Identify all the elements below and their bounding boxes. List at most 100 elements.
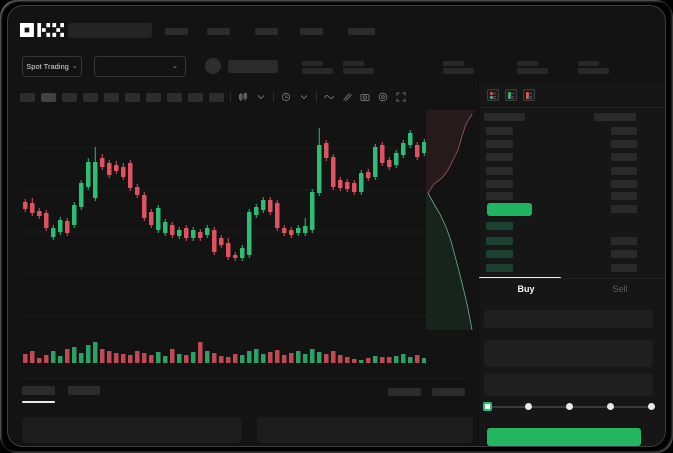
volume-bar — [373, 356, 378, 363]
nav-item[interactable] — [255, 28, 278, 35]
volume-bar — [177, 354, 182, 363]
camera-icon[interactable] — [359, 91, 371, 103]
volume-bar — [310, 349, 315, 363]
candle-body — [310, 192, 315, 230]
market-stat-placeholder — [302, 61, 333, 74]
slider-stop[interactable] — [607, 403, 614, 410]
ask-bar — [526, 92, 529, 99]
bottom-action-placeholder[interactable] — [388, 388, 421, 396]
candle-body — [205, 228, 210, 235]
candle-body — [317, 145, 322, 193]
ob-col-header-price — [484, 113, 525, 121]
candle-body — [359, 173, 364, 192]
volume-bar — [156, 352, 161, 363]
candle-body — [275, 203, 280, 228]
nav-item[interactable] — [207, 28, 230, 35]
volume-bar — [65, 349, 70, 363]
pair-selector-dropdown[interactable]: ⌄ — [94, 56, 186, 77]
layout-both-icon[interactable] — [487, 89, 499, 101]
interval-button[interactable] — [41, 92, 56, 102]
market-type-dropdown[interactable]: Spot Trading ⌄ — [22, 56, 82, 77]
slider-stop[interactable] — [566, 403, 573, 410]
clock-icon[interactable] — [280, 91, 292, 103]
candle-body — [226, 243, 231, 257]
bottom-tab-open-orders[interactable] — [22, 386, 55, 395]
interval-button[interactable] — [20, 92, 35, 102]
candle-body — [149, 212, 154, 225]
candle-body — [366, 172, 371, 178]
bid-bar — [508, 92, 511, 99]
interval-button[interactable] — [167, 92, 182, 102]
tab-sell[interactable]: Sell — [612, 284, 628, 294]
candle-body — [268, 200, 273, 212]
interval-button[interactable] — [188, 92, 203, 102]
orderbook-trade-panel: Buy Sell — [478, 84, 665, 446]
candle-body — [380, 145, 385, 163]
volume-bar — [51, 351, 56, 363]
indicator-wave-icon[interactable] — [323, 91, 335, 103]
volume-bar — [366, 358, 371, 363]
volume-bar — [219, 356, 224, 363]
candle-body — [128, 163, 133, 188]
candle-body — [163, 222, 168, 233]
interval-button[interactable] — [62, 92, 77, 102]
volume-bar — [100, 349, 105, 363]
volume-bar — [114, 353, 119, 363]
candle-body — [51, 228, 56, 237]
chevron-down-icon[interactable] — [255, 91, 267, 103]
interval-button[interactable] — [146, 92, 161, 102]
order-price-field[interactable] — [484, 310, 653, 328]
candle-body — [65, 221, 70, 233]
candle-body — [191, 230, 196, 238]
interval-button[interactable] — [83, 92, 98, 102]
interval-button[interactable] — [125, 92, 140, 102]
interval-button[interactable] — [209, 92, 224, 102]
ask-amount-placeholder — [611, 153, 637, 161]
nav-item[interactable] — [300, 28, 323, 35]
candle-body — [184, 228, 189, 238]
tab-buy[interactable]: Buy — [517, 284, 535, 294]
header-search-placeholder[interactable] — [68, 23, 152, 38]
slider-stop[interactable] — [648, 403, 655, 410]
candle-type-icon[interactable] — [237, 91, 249, 103]
bid-price-placeholder — [486, 237, 513, 245]
candle-body — [23, 202, 28, 209]
chevron-down-icon[interactable] — [298, 91, 310, 103]
volume-bar — [387, 357, 392, 363]
bottom-tab-order-history[interactable] — [68, 386, 100, 395]
volume-bar — [415, 355, 420, 363]
bottom-action-placeholder[interactable] — [432, 388, 465, 396]
candle-body — [345, 182, 350, 189]
chart-toolbar — [20, 90, 407, 104]
nav-item[interactable] — [348, 28, 375, 35]
submit-buy-button[interactable] — [487, 428, 641, 446]
volume-bar — [37, 358, 42, 363]
draw-pencil-icon[interactable] — [341, 91, 353, 103]
divider — [479, 107, 665, 108]
settings-gear-icon[interactable] — [377, 91, 389, 103]
fullscreen-icon[interactable] — [395, 91, 407, 103]
order-amount-field[interactable] — [484, 340, 653, 367]
layout-bids-icon[interactable] — [505, 89, 517, 101]
price-chart[interactable] — [20, 110, 426, 370]
list-line — [510, 96, 514, 97]
nav-item[interactable] — [165, 28, 188, 35]
volume-bar — [226, 357, 231, 363]
stat-value-placeholder — [443, 68, 474, 74]
interval-button[interactable] — [104, 92, 119, 102]
okx-logo[interactable] — [20, 23, 64, 37]
order-total-field[interactable] — [484, 373, 653, 396]
volume-bar — [128, 355, 133, 363]
candle-body — [233, 255, 238, 258]
slider-stop[interactable] — [525, 403, 532, 410]
active-bottom-tab-indicator — [22, 401, 55, 403]
bid-amount-placeholder — [611, 264, 637, 272]
stat-label-placeholder — [578, 61, 599, 66]
candle-body — [72, 205, 77, 225]
volume-bar — [289, 353, 294, 363]
ask-price-placeholder — [486, 153, 513, 161]
slider-stop-active[interactable] — [483, 402, 492, 411]
list-line — [528, 98, 532, 99]
layout-asks-icon[interactable] — [523, 89, 535, 101]
stat-label-placeholder — [302, 61, 323, 66]
